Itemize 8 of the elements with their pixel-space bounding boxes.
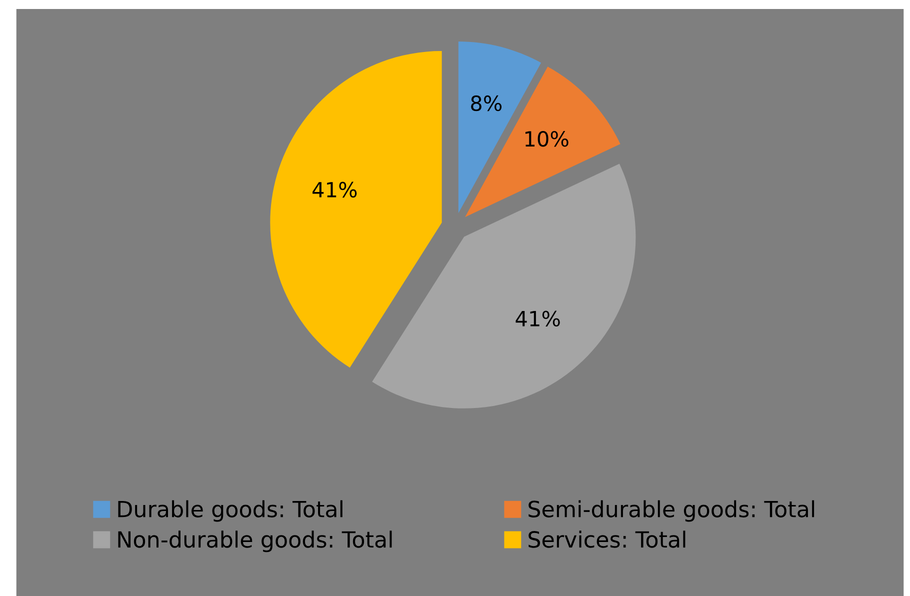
data-label: 41% [312, 182, 357, 198]
legend-label: Semi-durable goods: Total [528, 500, 814, 522]
data-label: 10% [525, 130, 568, 147]
legend-label: Durable goods: Total [118, 500, 342, 522]
legend-label: Services: Total [528, 530, 686, 548]
legend-label: Non-durable goods: Total [118, 530, 392, 552]
data-label: 41% [516, 310, 560, 327]
data-label: 8% [471, 95, 502, 112]
